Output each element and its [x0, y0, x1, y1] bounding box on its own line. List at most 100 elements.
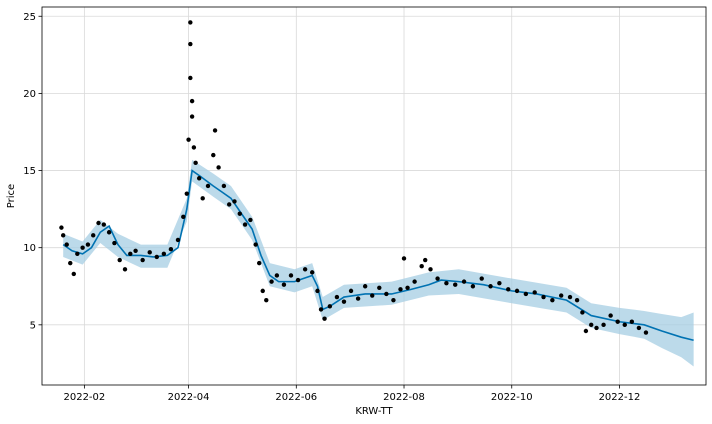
- observed-point: [479, 276, 484, 281]
- observed-point: [68, 260, 73, 266]
- observed-point: [189, 114, 195, 119]
- observed-point: [497, 280, 502, 286]
- observed-point: [594, 325, 599, 331]
- x-tick-label: 2022-04: [168, 392, 210, 403]
- plot-frame: [41, 6, 707, 386]
- observed-point: [401, 256, 407, 261]
- y-axis-label: Price: [6, 184, 17, 208]
- y-tick-label: 5: [30, 320, 36, 331]
- observed-point: [348, 288, 354, 294]
- observed-point: [567, 294, 573, 300]
- observed-point: [608, 313, 613, 318]
- observed-point: [643, 330, 649, 335]
- x-axis-ticks: 2022-02 2022-04 2022-06 2022-08 2022-10 2022-…: [63, 385, 640, 403]
- observed-point: [189, 98, 195, 104]
- observed-point: [128, 251, 133, 257]
- observed-point: [191, 145, 197, 150]
- observed-point: [444, 280, 449, 286]
- observed-point: [453, 282, 458, 287]
- observed-point: [583, 328, 589, 334]
- y-tick-label: 15: [23, 166, 36, 177]
- observed-point: [355, 296, 361, 301]
- observed-point: [295, 277, 301, 283]
- observed-point: [589, 322, 594, 328]
- observed-point: [523, 291, 529, 297]
- observed-point: [232, 199, 237, 204]
- observed-point: [318, 307, 324, 312]
- observed-point: [622, 322, 627, 328]
- forecast-line: [62, 169, 694, 342]
- observed-point: [428, 267, 433, 272]
- observed-point: [334, 294, 340, 300]
- observed-point: [377, 285, 382, 290]
- observed-point: [281, 282, 287, 287]
- observed-point: [106, 230, 112, 235]
- observed-point: [211, 152, 216, 158]
- observed-point: [122, 267, 128, 272]
- observed-point: [514, 288, 520, 294]
- observed-point: [64, 242, 69, 247]
- observed-point: [322, 316, 327, 321]
- y-tick-label: 20: [23, 89, 36, 100]
- observed-point: [212, 128, 218, 133]
- observed-point: [140, 257, 145, 263]
- observed-point: [274, 273, 280, 278]
- x-tick-label: 2022-02: [63, 392, 105, 403]
- observed-point: [574, 297, 580, 303]
- observed-point: [269, 279, 274, 284]
- observed-point: [188, 75, 193, 81]
- observed-point: [59, 225, 64, 230]
- observed-point: [370, 293, 375, 298]
- observed-point: [384, 291, 389, 297]
- observed-point: [398, 287, 403, 292]
- observed-point: [315, 288, 320, 294]
- observed-point: [188, 20, 193, 25]
- x-tick-label: 2022-06: [275, 392, 317, 403]
- uncertainty-band: [63, 159, 694, 367]
- observed-point: [260, 288, 265, 294]
- observed-point: [85, 242, 91, 247]
- observed-point: [615, 319, 620, 324]
- observed-point: [550, 297, 555, 303]
- x-tick-label: 2022-10: [491, 392, 533, 403]
- observed-point: [96, 220, 101, 226]
- observed-point: [186, 137, 191, 142]
- observed-point: [629, 319, 635, 324]
- observed-point: [636, 325, 642, 331]
- observed-point: [205, 183, 211, 189]
- observed-point: [405, 285, 410, 290]
- observed-point: [580, 310, 585, 315]
- observed-point: [91, 233, 96, 238]
- observed-point: [419, 264, 424, 269]
- observed-point: [71, 271, 76, 277]
- y-axis-ticks: 5 10 15 20 25: [23, 12, 42, 331]
- grid-lines: [42, 7, 706, 385]
- observed-point: [188, 41, 193, 47]
- observed-point: [362, 284, 368, 289]
- x-axis-label: KRW-TT: [355, 406, 393, 417]
- forecast-line-layer: [62, 169, 694, 342]
- observed-point: [488, 284, 493, 289]
- observed-point: [60, 233, 66, 238]
- observed-point: [470, 284, 476, 289]
- observed-point: [181, 214, 186, 220]
- observed-point: [327, 304, 333, 309]
- x-tick-label: 2022-12: [599, 392, 641, 403]
- observed-point: [341, 299, 347, 304]
- observed-point: [391, 297, 396, 303]
- observed-point: [75, 251, 80, 257]
- observed-point: [216, 165, 221, 170]
- observed-points-layer: [59, 20, 649, 335]
- observed-point: [226, 202, 232, 207]
- observed-point: [532, 290, 537, 295]
- y-tick-label: 10: [23, 243, 36, 254]
- observed-point: [117, 257, 122, 263]
- observed-point: [133, 248, 138, 253]
- observed-point: [80, 245, 85, 250]
- observed-point: [147, 250, 152, 255]
- observed-point: [101, 222, 107, 227]
- uncertainty-band-layer: [63, 159, 694, 367]
- observed-point: [184, 191, 190, 196]
- observed-point: [154, 254, 159, 260]
